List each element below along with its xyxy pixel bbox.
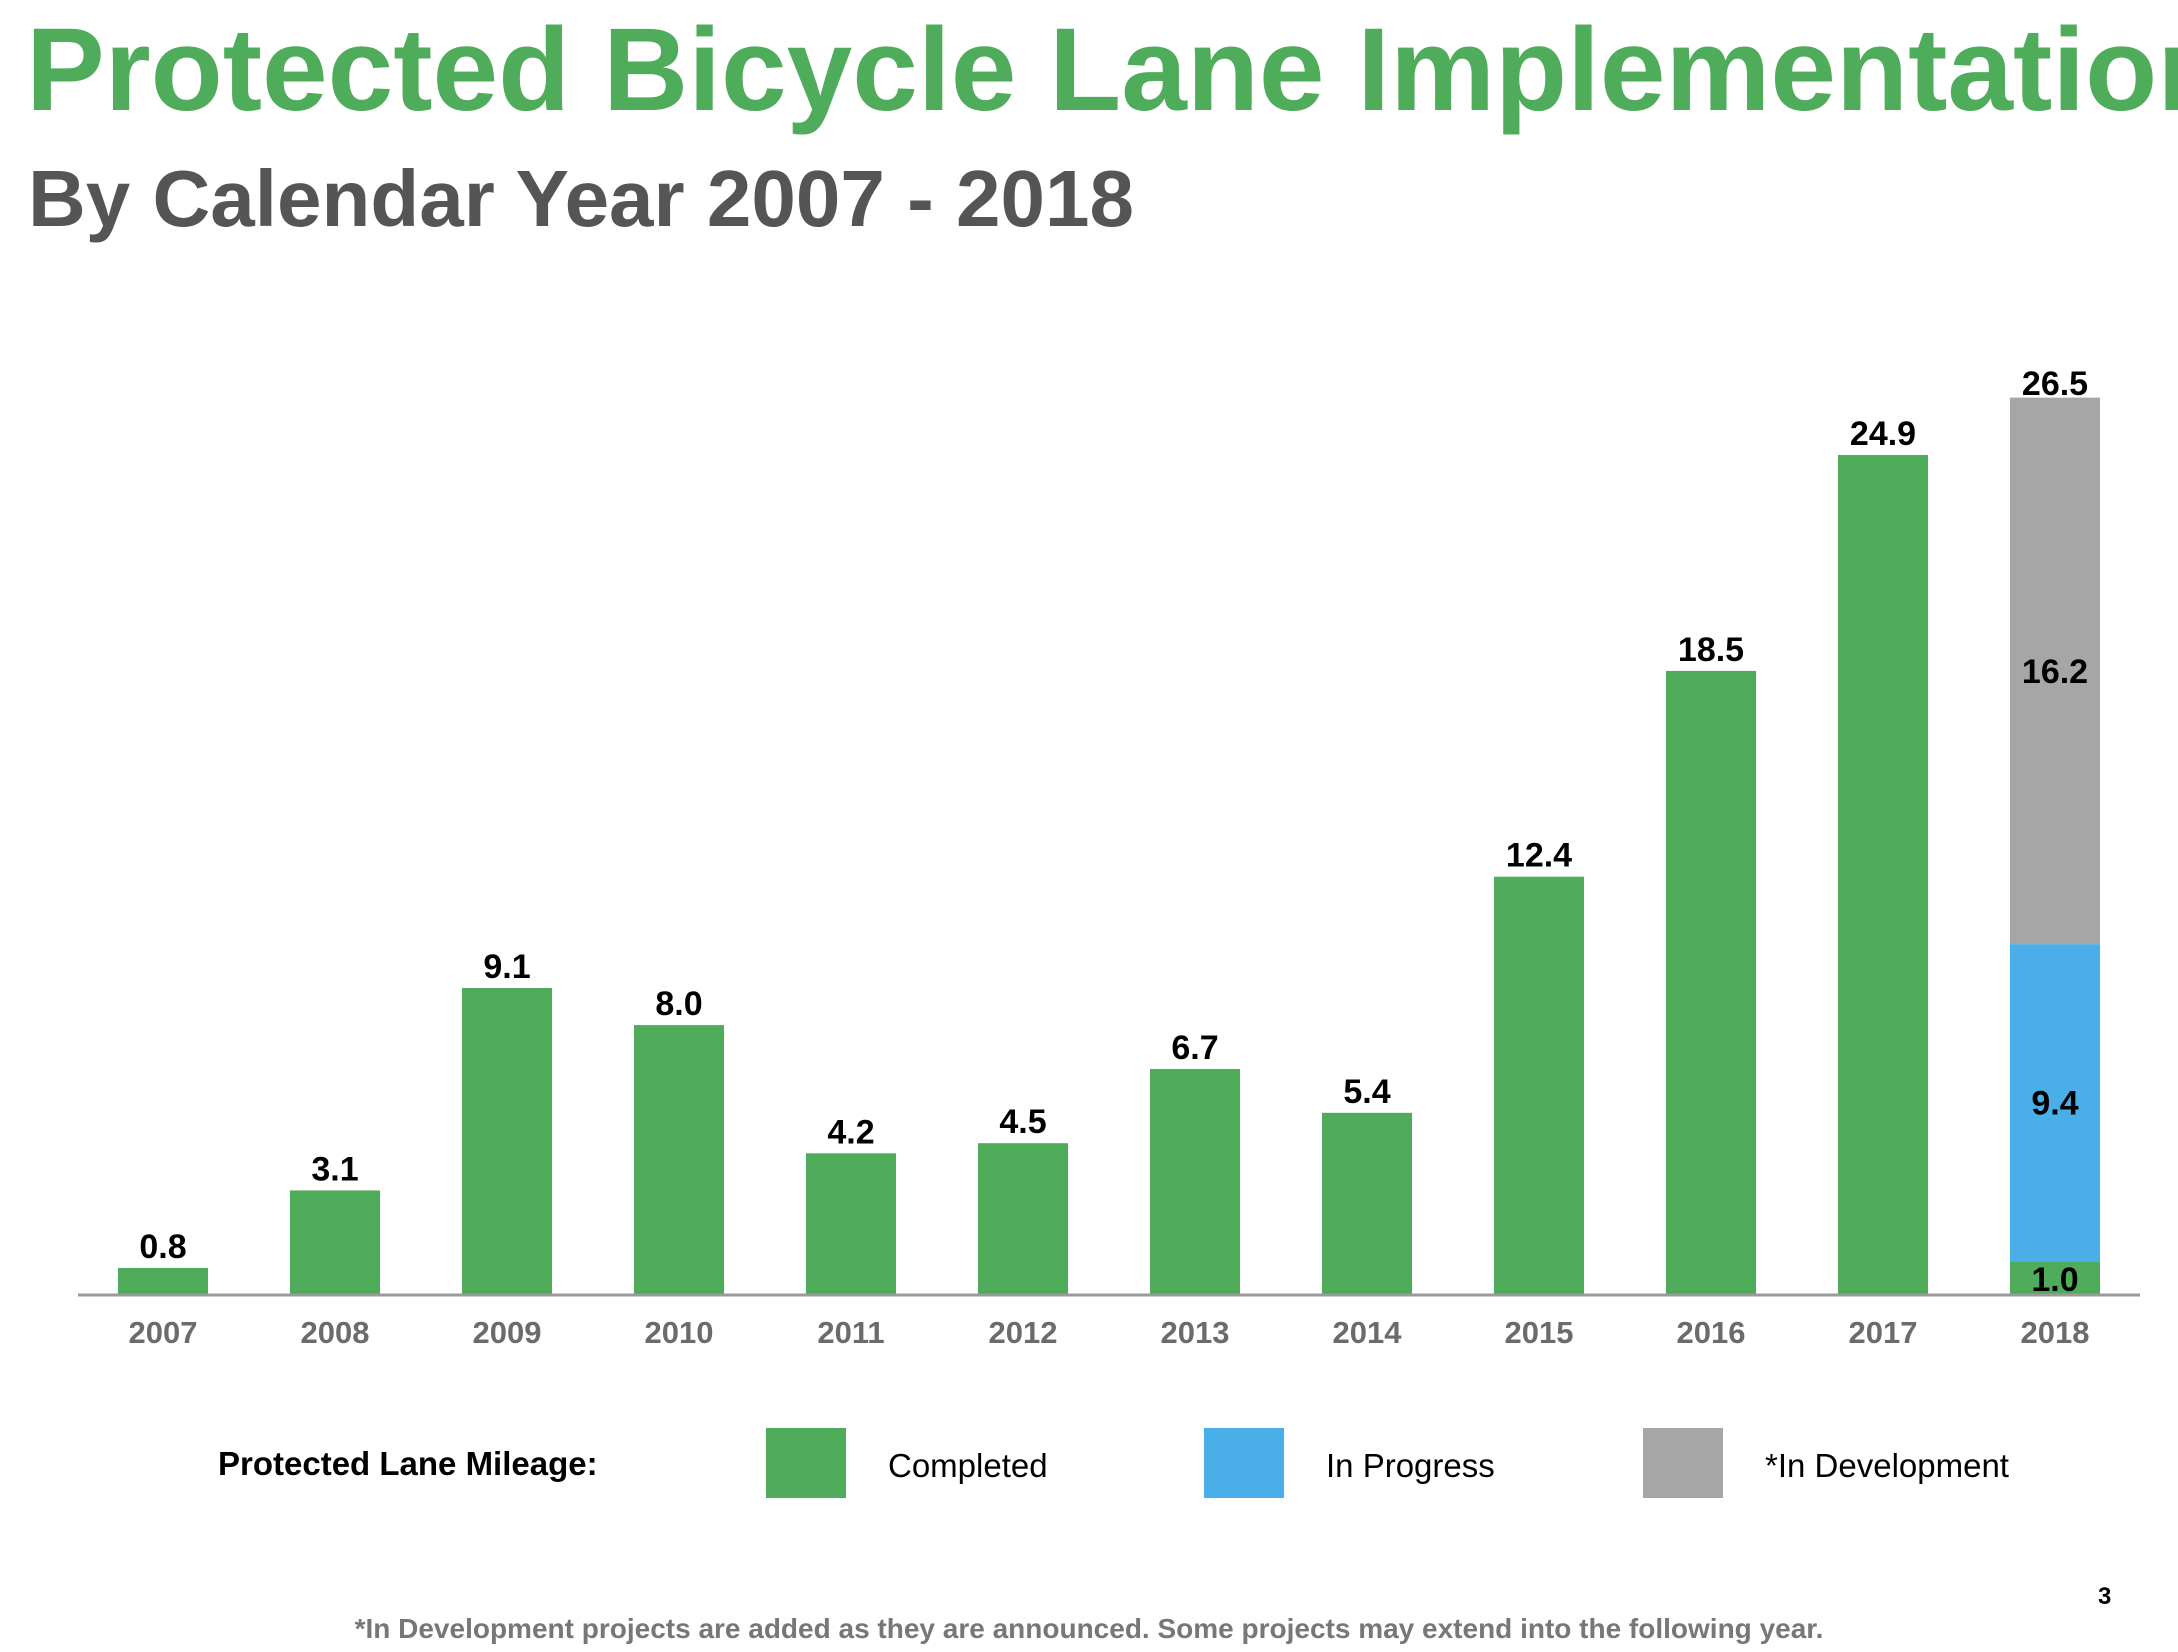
x-tick-label-2017: 2017 <box>1849 1315 1918 1350</box>
bar-2018-completed <box>2010 1261 2100 1295</box>
x-tick-label-2010: 2010 <box>645 1315 714 1350</box>
legend-label-completed: Completed <box>888 1447 1048 1484</box>
bar-chart: 0.8 2007 3.1 2008 9.1 2009 8.0 2010 4.2 2011 4.5 20… <box>78 365 2140 1350</box>
data-label-2009: 9.1 <box>483 948 530 986</box>
data-label-2011: 4.2 <box>827 1113 874 1151</box>
total-label-2018: 26.5 <box>2022 365 2088 403</box>
chart-title: Protected Bicycle Lane Implementation <box>26 4 2178 136</box>
legend-heading: Protected Lane Mileage: <box>218 1445 598 1482</box>
bar-2013-completed <box>1150 1068 1240 1295</box>
chart-subtitle: By Calendar Year 2007 - 2018 <box>28 154 1134 243</box>
bar-2014-completed <box>1322 1112 1412 1295</box>
data-label-2018: 9.4 <box>2031 1085 2078 1123</box>
x-tick-label-2007: 2007 <box>129 1315 198 1350</box>
bar-2012-completed <box>978 1143 1068 1295</box>
bar-2008-completed <box>290 1190 380 1295</box>
bar-2007-completed <box>118 1268 208 1295</box>
data-label-2014: 5.4 <box>1343 1073 1390 1111</box>
data-label-2018: 16.2 <box>2022 653 2088 691</box>
bar-2010-completed <box>634 1025 724 1295</box>
bar-2009-completed <box>462 988 552 1295</box>
legend-label-in-progress: In Progress <box>1326 1447 1495 1484</box>
data-label-2012: 4.5 <box>999 1103 1046 1141</box>
legend-label-in-development: *In Development <box>1765 1447 2009 1484</box>
bar-2017-completed <box>1838 454 1928 1295</box>
bar-2011-completed <box>806 1153 896 1295</box>
legend-swatch-completed <box>766 1428 846 1498</box>
data-label-2016: 18.5 <box>1678 631 1744 669</box>
page-number: 3 <box>2098 1583 2112 1610</box>
x-tick-label-2014: 2014 <box>1333 1315 1403 1350</box>
data-label-2010: 8.0 <box>655 985 702 1023</box>
x-tick-label-2015: 2015 <box>1505 1315 1574 1350</box>
bars-layer <box>118 397 2100 1295</box>
x-tick-label-2018: 2018 <box>2021 1315 2090 1350</box>
x-tick-label-2013: 2013 <box>1161 1315 1230 1350</box>
data-label-2007: 0.8 <box>139 1228 186 1266</box>
bar-2018-indevelopment <box>2010 397 2100 945</box>
data-label-2018: 1.0 <box>2031 1261 2078 1299</box>
footnote: *In Development projects are added as th… <box>354 1613 1824 1644</box>
x-tick-label-2012: 2012 <box>989 1315 1058 1350</box>
legend-swatch-in-progress <box>1204 1428 1284 1498</box>
bar-2015-completed <box>1494 876 1584 1295</box>
data-label-2013: 6.7 <box>1171 1029 1218 1067</box>
legend-swatch-in-development <box>1643 1428 1723 1498</box>
x-tick-label-2016: 2016 <box>1677 1315 1746 1350</box>
bar-2018-inprogress <box>2010 944 2100 1262</box>
x-tick-label-2011: 2011 <box>817 1315 884 1350</box>
x-tick-label-2009: 2009 <box>473 1315 542 1350</box>
data-label-2015: 12.4 <box>1506 837 1572 875</box>
data-label-2017: 24.9 <box>1850 415 1916 453</box>
bar-2016-completed <box>1666 670 1756 1295</box>
data-label-2008: 3.1 <box>311 1150 358 1188</box>
labels-layer: 0.8 2007 3.1 2008 9.1 2009 8.0 2010 4.2 2011 4.5 20… <box>129 365 2090 1350</box>
x-tick-label-2008: 2008 <box>301 1315 370 1350</box>
